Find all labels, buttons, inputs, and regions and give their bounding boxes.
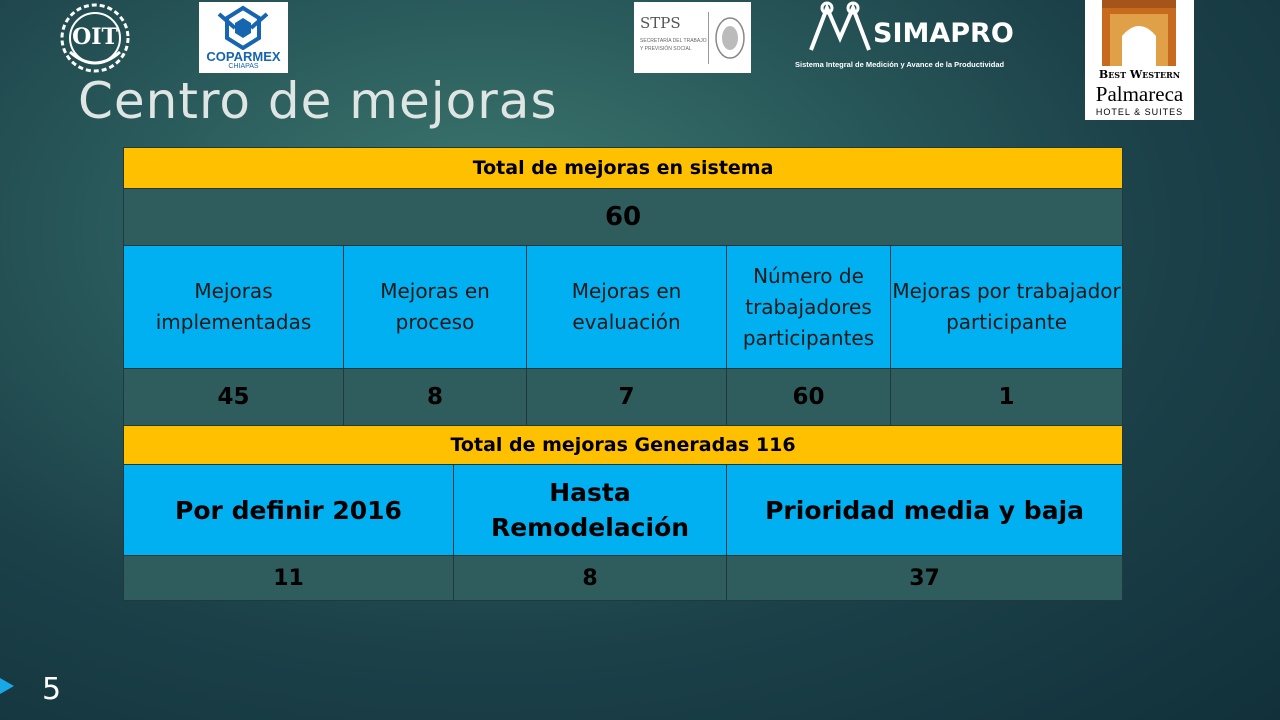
table-row: 11 8 37 <box>123 555 1124 601</box>
table-row: Total de mejoras en sistema <box>122 147 1124 189</box>
column-value: 8 <box>453 555 727 601</box>
column-value: 1 <box>889 368 1124 426</box>
column-value: 37 <box>725 555 1124 601</box>
column-label: Prioridad media y baja <box>725 464 1124 556</box>
oit-logo-text: OIT <box>72 24 118 50</box>
stps-logo-subtext-2: Y PREVISIÓN SOCIAL <box>640 46 692 52</box>
total-system-value: 60 <box>122 188 1124 246</box>
column-label: Número de trabajadores participantes <box>726 245 891 369</box>
simapro-emblem-icon <box>809 1 871 51</box>
page-title: Centro de mejoras <box>78 72 558 130</box>
table-row: Por definir 2016 Hasta Remodelación Prio… <box>123 464 1124 556</box>
hotel-suites-text: HOTEL & SUITES <box>1095 107 1184 117</box>
column-value: 45 <box>123 368 344 426</box>
column-label: Mejoras en evaluación <box>526 245 727 369</box>
mejoras-table: Total de mejoras en sistema 60 Mejoras i… <box>122 147 1124 601</box>
stps-logo: STPS SECRETARÍA DEL TRABAJO Y PREVISIÓN … <box>634 2 751 73</box>
total-generated-header: Total de mejoras Generadas 116 <box>122 425 1124 465</box>
simapro-logo: SIMAPRO Sistema Integral de Medición y A… <box>795 0 1014 74</box>
table-row: 60 <box>122 188 1124 246</box>
hotel-arch-icon <box>1102 0 1176 66</box>
column-value: 8 <box>343 368 527 426</box>
stps-divider <box>708 12 709 64</box>
column-label: Hasta Remodelación <box>453 464 727 556</box>
table-row: 45 8 7 60 1 <box>123 368 1124 426</box>
best-western-logo: Best Western Palmareca HOTEL & SUITES <box>1085 0 1194 120</box>
mexico-seal-icon <box>715 17 745 59</box>
coparmex-logo: COPARMEX CHIAPAS <box>199 2 288 73</box>
coparmex-logo-text: COPARMEX <box>206 49 281 64</box>
column-label: Mejoras implementadas <box>123 245 344 369</box>
column-value: 7 <box>526 368 727 426</box>
column-label: Por definir 2016 <box>123 464 454 556</box>
stps-logo-subtext-1: SECRETARÍA DEL TRABAJO <box>640 38 707 44</box>
column-value: 11 <box>123 555 454 601</box>
total-system-header: Total de mejoras en sistema <box>122 147 1124 189</box>
oit-logo: OIT <box>52 2 138 74</box>
stps-logo-text: STPS <box>640 14 681 32</box>
best-western-text: Best Western <box>1098 68 1181 81</box>
column-value: 60 <box>726 368 891 426</box>
table-row: Mejoras implementadas Mejoras en proceso… <box>123 245 1124 369</box>
column-label: Mejoras en proceso <box>343 245 527 369</box>
simapro-logo-text: SIMAPRO <box>873 18 1014 49</box>
simapro-logo-subtext: Sistema Integral de Medición y Avance de… <box>795 60 1005 69</box>
coparmex-emblem-icon <box>217 5 269 50</box>
coparmex-logo-subtext: CHIAPAS <box>228 63 259 70</box>
palmareca-text: Palmareca <box>1095 82 1184 106</box>
slide-number: 5 <box>42 672 62 707</box>
column-label: Mejoras por trabajador participante <box>889 245 1124 369</box>
accent-arrow-icon <box>0 678 14 694</box>
table-row: Total de mejoras Generadas 116 <box>122 425 1124 465</box>
